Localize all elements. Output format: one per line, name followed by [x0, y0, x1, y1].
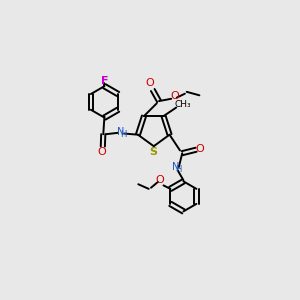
Text: S: S	[150, 147, 158, 157]
Text: H: H	[120, 130, 127, 139]
Text: CH₃: CH₃	[174, 100, 191, 109]
Text: O: O	[146, 78, 154, 88]
Text: O: O	[155, 175, 164, 184]
Text: N: N	[172, 163, 179, 172]
Text: H: H	[176, 165, 182, 174]
Text: O: O	[171, 91, 179, 101]
Text: F: F	[101, 76, 108, 86]
Text: N: N	[117, 127, 124, 137]
Text: O: O	[195, 144, 204, 154]
Text: O: O	[98, 147, 106, 157]
